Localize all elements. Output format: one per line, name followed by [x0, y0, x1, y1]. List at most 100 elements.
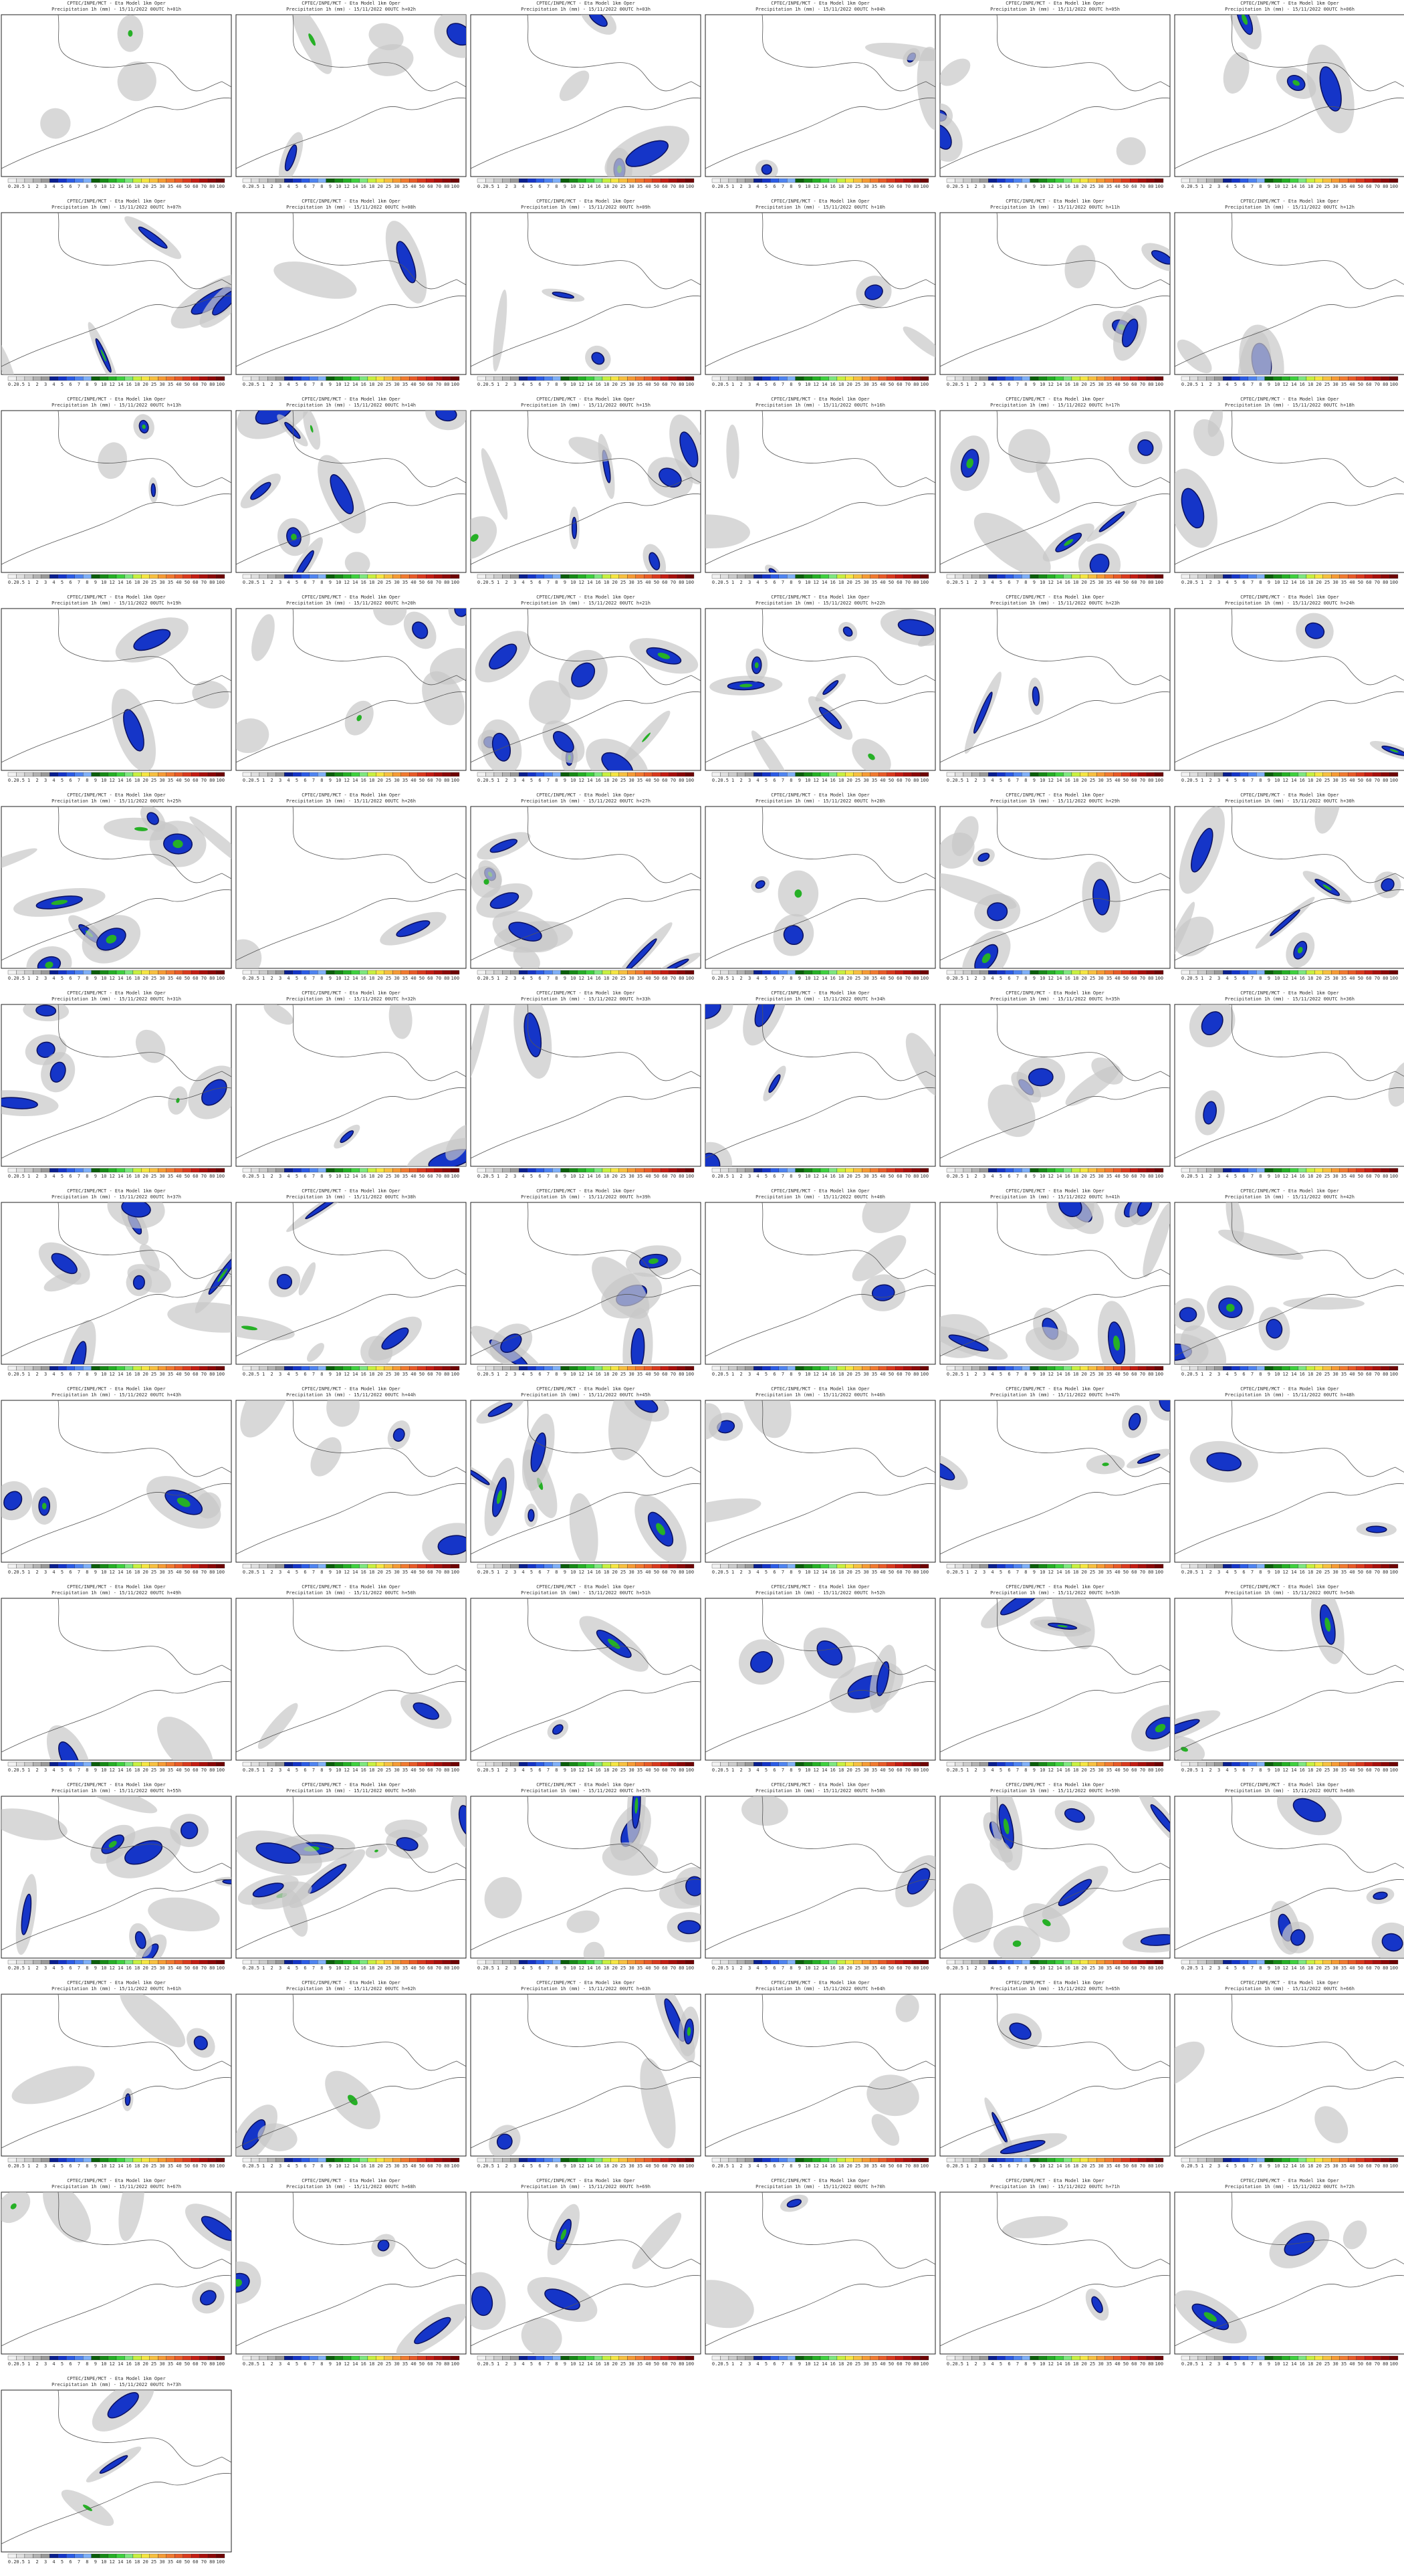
- colorbar-cell: [544, 179, 552, 183]
- colorbar-label: 80: [1383, 1965, 1388, 1971]
- colorbar-cell: [1096, 772, 1104, 776]
- colorbar-label: 35: [1341, 1174, 1347, 1179]
- colorbar-cell: [200, 1762, 208, 1766]
- colorbar-label: 5: [765, 2163, 768, 2169]
- colorbar-cell: [947, 377, 955, 381]
- colorbar-cell: [259, 1564, 267, 1568]
- colorbar-label: 8: [1024, 184, 1027, 189]
- colorbar-label: 8: [1259, 1174, 1262, 1179]
- colorbar-label: 10: [1274, 580, 1280, 585]
- colorbar-label: 7: [312, 976, 315, 981]
- colorbar-label: 50: [889, 1767, 894, 1773]
- colorbar-cell: [1030, 1168, 1038, 1172]
- colorbar-cell: [1240, 2356, 1248, 2360]
- colorbar-cell: [359, 377, 367, 381]
- colorbar-cell: [310, 1960, 318, 1964]
- colorbar-cell: [33, 1168, 41, 1172]
- colorbar-cell: [569, 772, 577, 776]
- colorbar-cell: [133, 970, 141, 974]
- colorbar-label: 9: [94, 1767, 97, 1773]
- colorbar-cell: [392, 574, 400, 578]
- colorbar-label: 100: [216, 976, 225, 981]
- colorbar-cell: [1290, 1564, 1298, 1568]
- colorbar-cell: [536, 772, 544, 776]
- colorbar-cell: [166, 377, 174, 381]
- colorbar-label: 14: [587, 1174, 592, 1179]
- colorbar-cell: [1206, 970, 1214, 974]
- colorbar-label: 0.5: [485, 580, 494, 585]
- colorbar-label: 4: [756, 382, 759, 387]
- colorbar-label: 40: [411, 2361, 416, 2367]
- colorbar-label: 60: [662, 184, 667, 189]
- colorbar-label: 8: [790, 382, 792, 387]
- colorbar-label: 6: [1008, 778, 1010, 783]
- colorbar-label: 60: [427, 1767, 433, 1773]
- colorbar-label: 0.5: [251, 580, 259, 585]
- colorbar-label: 25: [151, 1174, 156, 1179]
- colorbar-cell: [1155, 772, 1163, 776]
- colorbar-cell: [1331, 377, 1339, 381]
- colorbar-cell: [66, 1960, 74, 1964]
- colorbar-cell: [1181, 2158, 1189, 2162]
- colorbar-label: 60: [427, 1570, 433, 1575]
- colorbar-cell: [351, 574, 359, 578]
- colorbar-cell: [174, 1168, 183, 1172]
- colorbar-label: 10: [1040, 1767, 1045, 1773]
- panel: CPTEC/INPE/MCT - Eta Model 1km OperPreci…: [209, 2178, 475, 2367]
- colorbar-cell: [108, 2158, 116, 2162]
- colorbar-label: 0.5: [720, 1570, 729, 1575]
- colorbar-label: 40: [411, 580, 416, 585]
- colorbar-label: 20: [1316, 1372, 1321, 1377]
- colorbar-cell: [1223, 2158, 1231, 2162]
- colorbar-cell: [971, 2158, 979, 2162]
- colorbar-cell: [610, 2158, 618, 2162]
- map-frame: [940, 609, 1170, 770]
- colorbar-cell: [166, 772, 174, 776]
- colorbar-label: 80: [679, 1965, 684, 1971]
- colorbar-label: 3: [1217, 382, 1220, 387]
- colorbar-cell: [569, 970, 577, 974]
- colorbar-cell: [502, 1366, 510, 1370]
- colorbar-label: 5: [296, 580, 298, 585]
- panel-subtitle: Precipitation 1h (mm) - 15/11/2022 00UTC…: [1225, 1194, 1355, 1200]
- colorbar-cell: [837, 1762, 845, 1766]
- panel-subtitle: Precipitation 1h (mm) - 15/11/2022 00UTC…: [286, 798, 416, 804]
- colorbar-label: 50: [419, 1767, 425, 1773]
- colorbar-cell: [779, 1564, 787, 1568]
- colorbar-cell: [912, 1960, 920, 1964]
- colorbar-label: 10: [1040, 778, 1045, 783]
- colorbar-cell: [636, 2158, 644, 2162]
- colorbar-cell: [1232, 574, 1240, 578]
- colorbar-label: 35: [1341, 1372, 1347, 1377]
- colorbar-label: 18: [838, 1372, 844, 1377]
- colorbar-cell: [753, 2356, 762, 2360]
- map-frame: [236, 15, 466, 177]
- colorbar-label: 60: [1366, 382, 1371, 387]
- colorbar-label: 1: [1201, 1965, 1203, 1971]
- colorbar-label: 7: [547, 1965, 550, 1971]
- colorbar-cell: [1122, 1168, 1130, 1172]
- colorbar-label: 7: [782, 1965, 784, 1971]
- colorbar-label: 6: [304, 1965, 306, 1971]
- colorbar-label: 2: [505, 2163, 508, 2169]
- colorbar-cell: [1038, 1762, 1046, 1766]
- colorbar-cell: [845, 179, 853, 183]
- panel: CPTEC/INPE/MCT - Eta Model 1km OperPreci…: [1, 1, 231, 189]
- colorbar-cell: [745, 1762, 753, 1766]
- colorbar-cell: [1298, 377, 1306, 381]
- colorbar-label: 14: [587, 580, 592, 585]
- colorbar-label: 20: [377, 2163, 382, 2169]
- colorbar-cell: [870, 2158, 879, 2162]
- colorbar-cell: [511, 179, 519, 183]
- colorbar-cell: [569, 1366, 577, 1370]
- colorbar-label: 9: [329, 580, 332, 585]
- colorbar-cell: [158, 179, 166, 183]
- colorbar-label: 40: [880, 580, 885, 585]
- colorbar-label: 80: [913, 976, 919, 981]
- colorbar-label: 9: [329, 184, 332, 189]
- colorbar-label: 40: [645, 1174, 651, 1179]
- colorbar-label: 7: [78, 778, 80, 783]
- colorbar-cell: [150, 1960, 158, 1964]
- colorbar-cell: [451, 1366, 459, 1370]
- colorbar-label: 4: [756, 1174, 759, 1179]
